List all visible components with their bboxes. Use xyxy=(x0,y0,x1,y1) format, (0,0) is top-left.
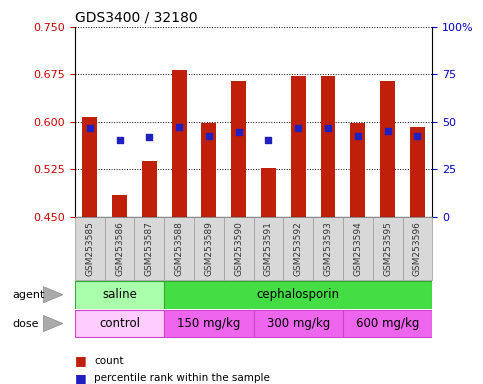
Point xyxy=(384,128,392,134)
Bar xyxy=(231,81,246,217)
Bar xyxy=(75,281,164,309)
Bar xyxy=(142,161,157,217)
Text: percentile rank within the sample: percentile rank within the sample xyxy=(94,373,270,383)
Bar xyxy=(343,217,373,280)
Point xyxy=(235,129,242,135)
Point xyxy=(265,137,272,143)
Text: GSM253587: GSM253587 xyxy=(145,221,154,276)
Text: GSM253592: GSM253592 xyxy=(294,221,303,276)
Text: GSM253588: GSM253588 xyxy=(175,221,184,276)
Bar xyxy=(194,217,224,280)
Bar xyxy=(254,217,284,280)
Text: cephalosporin: cephalosporin xyxy=(257,288,340,301)
Text: GSM253591: GSM253591 xyxy=(264,221,273,276)
Text: 600 mg/kg: 600 mg/kg xyxy=(356,317,419,330)
Bar xyxy=(261,168,276,217)
Bar xyxy=(380,81,395,217)
Text: 150 mg/kg: 150 mg/kg xyxy=(177,317,241,330)
Point xyxy=(86,125,94,131)
Bar xyxy=(164,281,432,309)
Text: GSM253589: GSM253589 xyxy=(204,221,213,276)
Bar xyxy=(164,217,194,280)
Bar xyxy=(75,310,164,337)
Text: saline: saline xyxy=(102,288,137,301)
Bar xyxy=(291,76,306,217)
Text: GSM253594: GSM253594 xyxy=(354,221,362,276)
Point xyxy=(175,124,183,130)
Text: dose: dose xyxy=(12,318,39,329)
Bar xyxy=(254,310,343,337)
Bar xyxy=(201,123,216,217)
Bar xyxy=(134,217,164,280)
Point xyxy=(324,125,332,131)
Text: GSM253596: GSM253596 xyxy=(413,221,422,276)
Bar xyxy=(313,217,343,280)
Text: GSM253593: GSM253593 xyxy=(324,221,332,276)
Bar xyxy=(112,195,127,217)
Bar xyxy=(224,217,254,280)
Point xyxy=(205,133,213,139)
Bar xyxy=(343,310,432,337)
Bar xyxy=(82,117,97,217)
Bar xyxy=(75,217,105,280)
Text: GSM253590: GSM253590 xyxy=(234,221,243,276)
Text: GSM253585: GSM253585 xyxy=(85,221,94,276)
Text: GSM253586: GSM253586 xyxy=(115,221,124,276)
Polygon shape xyxy=(43,286,63,303)
Bar xyxy=(105,217,134,280)
Bar xyxy=(171,70,186,217)
Point xyxy=(116,137,124,143)
Bar xyxy=(402,217,432,280)
Bar xyxy=(284,217,313,280)
Bar xyxy=(321,76,336,217)
Bar xyxy=(164,310,254,337)
Bar xyxy=(373,217,402,280)
Polygon shape xyxy=(43,316,63,331)
Point xyxy=(295,125,302,131)
Point xyxy=(354,133,362,139)
Bar xyxy=(410,127,425,217)
Text: count: count xyxy=(94,356,124,366)
Bar xyxy=(350,123,365,217)
Text: 300 mg/kg: 300 mg/kg xyxy=(267,317,330,330)
Point xyxy=(145,134,153,140)
Text: GSM253595: GSM253595 xyxy=(383,221,392,276)
Text: agent: agent xyxy=(12,290,44,300)
Text: ■: ■ xyxy=(75,354,86,367)
Point xyxy=(413,133,421,139)
Text: control: control xyxy=(99,317,140,330)
Text: ■: ■ xyxy=(75,372,86,384)
Text: GDS3400 / 32180: GDS3400 / 32180 xyxy=(75,10,198,24)
